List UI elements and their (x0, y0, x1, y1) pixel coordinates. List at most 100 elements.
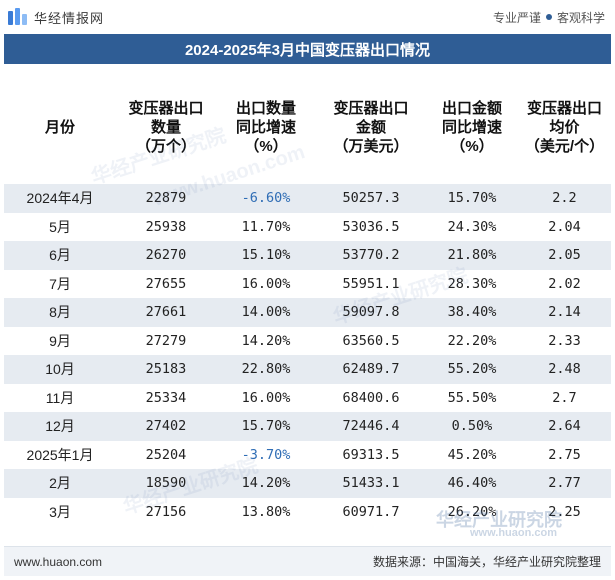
cell-amount: 72446.4 (316, 412, 426, 441)
cell-price: 2.05 (518, 241, 611, 270)
column-header: 变压器出口 数量 （万个） (128, 99, 204, 155)
slogan-left: 专业严谨 (492, 10, 541, 25)
cell-qty-yoy: 16.00% (241, 275, 291, 292)
cell-amount-yoy: 15.70% (426, 184, 518, 213)
column-header: 出口数量 同比增速 （%） (235, 99, 296, 155)
table-row: 5月 25938 11.70% 53036.5 24.30% 2.04 (4, 213, 611, 242)
cell-amount-yoy: 46.40% (426, 469, 518, 498)
cell-qty-yoy: 15.70% (216, 412, 316, 441)
table-row: 2月 18590 14.20% 51433.1 46.40% 2.77 (4, 469, 611, 498)
cell-month: 12月 (4, 412, 116, 441)
table-row: 9月 27279 14.20% 63560.5 22.20% 2.33 (4, 327, 611, 356)
cell-amount: 53036.5 (342, 218, 400, 235)
cell-qty: 26270 (116, 241, 216, 270)
table-header-row: 月份 变压器出口 数量 （万个） 出口数量 同比增速 （%） 变压器出口 金额 （万美… (4, 70, 611, 184)
cell-qty: 25204 (145, 446, 187, 463)
cell-qty-yoy: -3.70% (241, 446, 291, 463)
cell-month: 8月 (4, 298, 116, 327)
cell-qty: 18590 (116, 469, 216, 498)
export-table: 月份 变压器出口 数量 （万个） 出口数量 同比增速 （%） 变压器出口 金额 （万美… (4, 70, 611, 526)
cell-qty: 27279 (145, 332, 187, 349)
table-row: 11月 25334 16.00% 68400.6 55.50% 2.7 (4, 384, 611, 413)
cell-price: 2.2 (518, 184, 611, 213)
brand-name: 华经情报网 (34, 10, 105, 26)
cell-amount-yoy: 21.80% (426, 241, 518, 270)
table-row: 3月 27156 13.80% 60971.7 26.20% 2.25 (4, 498, 611, 527)
footer: www.huaon.com 数据来源：中国海关，华经产业研究院整理 (4, 546, 611, 576)
column-header: 月份 (44, 118, 75, 136)
cell-amount-yoy: 22.20% (447, 332, 497, 349)
cell-amount: 68400.6 (342, 389, 400, 406)
cell-qty: 25938 (145, 218, 187, 235)
cell-amount: 53770.2 (316, 241, 426, 270)
cell-month: 7月 (49, 275, 71, 292)
cell-month: 6月 (4, 241, 116, 270)
cell-amount: 62489.7 (316, 355, 426, 384)
cell-qty: 27402 (116, 412, 216, 441)
cell-qty-yoy: 14.00% (216, 298, 316, 327)
column-header: 变压器出口 均价 （美元/个） (524, 99, 605, 155)
cell-amount: 55951.1 (342, 275, 400, 292)
cell-amount: 69313.5 (342, 446, 400, 463)
cell-month: 10月 (4, 355, 116, 384)
cell-qty: 22879 (116, 184, 216, 213)
cell-amount: 59097.8 (316, 298, 426, 327)
cell-qty-yoy: 16.00% (241, 389, 291, 406)
cell-price: 2.7 (552, 389, 577, 406)
table-title: 2024-2025年3月中国变压器出口情况 (4, 34, 611, 64)
cell-qty-yoy: 22.80% (216, 355, 316, 384)
cell-amount: 63560.5 (342, 332, 400, 349)
cell-amount-yoy: 55.20% (426, 355, 518, 384)
table-row: 2024年4月 22879 -6.60% 50257.3 15.70% 2.2 (4, 184, 611, 213)
cell-amount: 51433.1 (316, 469, 426, 498)
table-row: 2025年1月 25204 -3.70% 69313.5 45.20% 2.75 (4, 441, 611, 470)
cell-amount-yoy: 26.20% (447, 503, 497, 520)
cell-price: 2.75 (548, 446, 581, 463)
slogan-right: 客观科学 (556, 10, 605, 25)
cell-qty-yoy: 14.20% (241, 332, 291, 349)
cell-month: 3月 (49, 503, 71, 520)
footer-website: www.huaon.com (14, 554, 103, 569)
top-bar: 华经情报网 专业严谨 客观科学 (0, 0, 615, 34)
column-header: 出口金额 同比增速 （%） (441, 99, 502, 155)
cell-qty-yoy: 15.10% (216, 241, 316, 270)
cell-qty: 25183 (116, 355, 216, 384)
table-body: 2024年4月 22879 -6.60% 50257.3 15.70% 2.2 5月 2593… (4, 184, 611, 526)
cell-price: 2.04 (548, 218, 581, 235)
brand: 华经情报网 (8, 8, 104, 27)
cell-amount-yoy: 38.40% (426, 298, 518, 327)
table-row: 10月 25183 22.80% 62489.7 55.20% 2.48 (4, 355, 611, 384)
cell-amount-yoy: 0.50% (426, 412, 518, 441)
cell-month: 2月 (4, 469, 116, 498)
cell-month: 2025年1月 (26, 446, 94, 463)
table-row: 6月 26270 15.10% 53770.2 21.80% 2.05 (4, 241, 611, 270)
cell-amount: 50257.3 (316, 184, 426, 213)
bullet-dot-icon (545, 14, 552, 20)
cell-price: 2.25 (548, 503, 581, 520)
cell-month: 11月 (45, 389, 75, 406)
brand-logo-icon (8, 8, 28, 26)
cell-qty: 25334 (145, 389, 187, 406)
cell-month: 9月 (49, 332, 71, 349)
cell-month: 5月 (49, 218, 71, 235)
cell-qty-yoy: -6.60% (216, 184, 316, 213)
cell-amount-yoy: 45.20% (447, 446, 497, 463)
cell-amount-yoy: 24.30% (447, 218, 497, 235)
cell-qty-yoy: 11.70% (241, 218, 291, 235)
cell-qty: 27661 (116, 298, 216, 327)
cell-qty: 27156 (145, 503, 187, 520)
cell-amount-yoy: 28.30% (447, 275, 497, 292)
cell-amount: 60971.7 (342, 503, 400, 520)
table-row: 12月 27402 15.70% 72446.4 0.50% 2.64 (4, 412, 611, 441)
cell-price: 2.33 (548, 332, 581, 349)
column-header: 变压器出口 金额 （万美元） (333, 99, 409, 155)
table-row: 8月 27661 14.00% 59097.8 38.40% 2.14 (4, 298, 611, 327)
cell-price: 2.64 (518, 412, 611, 441)
cell-qty: 27655 (145, 275, 187, 292)
cell-price: 2.02 (548, 275, 581, 292)
cell-qty-yoy: 13.80% (241, 503, 291, 520)
cell-qty-yoy: 14.20% (216, 469, 316, 498)
cell-price: 2.14 (518, 298, 611, 327)
table-row: 7月 27655 16.00% 55951.1 28.30% 2.02 (4, 270, 611, 299)
cell-amount-yoy: 55.50% (447, 389, 497, 406)
